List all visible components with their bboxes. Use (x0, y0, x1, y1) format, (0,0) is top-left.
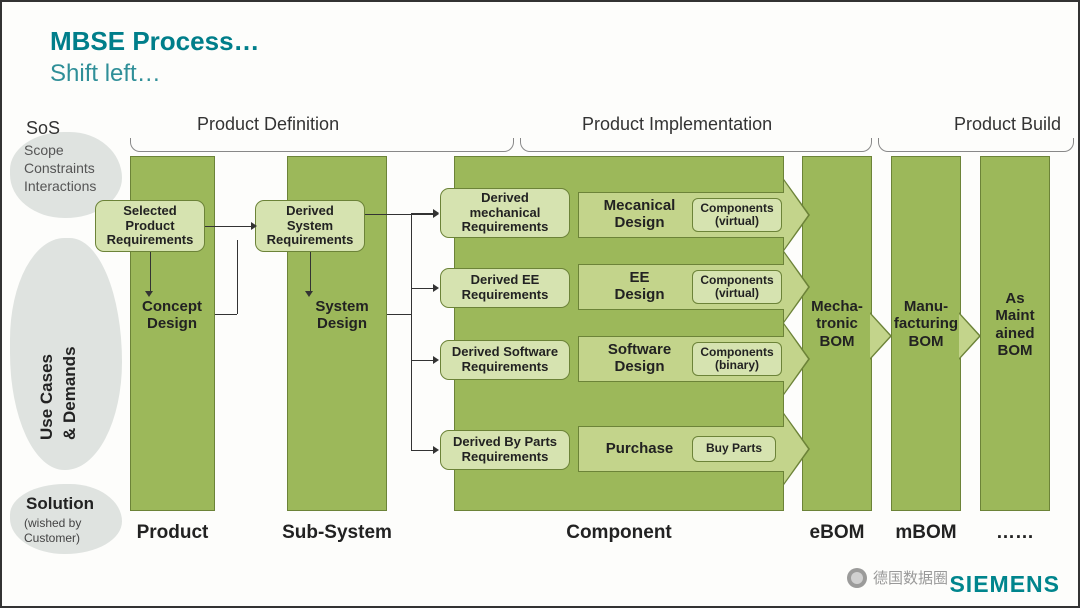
label-system-design: System Design (302, 298, 382, 333)
node-selected-requirements: Selected Product Requirements (95, 200, 205, 252)
solution-sub2: Customer) (24, 531, 80, 545)
flow-sys-b1-tri (433, 209, 439, 217)
phase-def-bracket (130, 138, 514, 152)
col-label-component: Component (454, 522, 784, 544)
flow-dsr-down (310, 252, 311, 292)
phase-def: Product Definition (197, 114, 339, 135)
band-buy-head (784, 415, 808, 483)
flow-sys-trunk (411, 213, 412, 450)
node-derived-parts-req: Derived By Parts Requirements (440, 430, 570, 470)
phase-build-bracket (878, 138, 1074, 152)
tag-components-binary: Components (binary) (692, 342, 782, 376)
label-ee-design: EE Design (592, 269, 687, 304)
label-sw-design: Software Design (592, 341, 687, 376)
label-purchase: Purchase (592, 440, 687, 457)
flow-sys-b2-tri (433, 284, 439, 292)
ebom-to-mbom (870, 314, 890, 358)
col-label-product: Product (130, 522, 215, 544)
label-mechatronic-bom: Mecha- tronic BOM (802, 298, 872, 350)
label-concept-design: Concept Design (132, 298, 212, 333)
demands-label: & Demands (60, 346, 80, 440)
usecases-label: Use Cases (37, 354, 57, 440)
flow-sys-b4 (411, 450, 435, 451)
flow-sel-right (205, 226, 253, 227)
solution-sub1: (wished by (24, 516, 81, 530)
col-label-subsystem: Sub-System (272, 522, 402, 544)
node-derived-sw-req: Derived Software Requirements (440, 340, 570, 380)
sos-label: SoS (26, 118, 60, 139)
phase-impl-bracket (520, 138, 872, 152)
flow-sys-b1 (411, 213, 435, 214)
tag-components-virtual-1: Components (virtual) (692, 198, 782, 232)
phase-impl: Product Implementation (582, 114, 772, 135)
flow-sys-b3 (411, 360, 435, 361)
flow-sel-down-tri (145, 291, 153, 297)
flow-concept-right (215, 314, 237, 315)
watermark-text: 德国数据圈 (873, 567, 948, 588)
label-as-maintained-bom: As Maint ained BOM (980, 290, 1050, 359)
node-derived-mech-req: Derived mechanical Requirements (440, 188, 570, 238)
col-label-mbom: mBOM (891, 522, 961, 544)
page-subtitle: Shift left… (50, 60, 161, 88)
phase-build: Product Build (954, 114, 1061, 135)
node-derived-system-req: Derived System Requirements (255, 200, 365, 252)
node-derived-ee-req: Derived EE Requirements (440, 268, 570, 308)
watermark-icon (847, 568, 867, 588)
band-mech-head (784, 181, 808, 249)
col-label-asmaint: …… (980, 522, 1050, 544)
tag-buy-parts: Buy Parts (692, 436, 776, 462)
mbom-to-as (959, 314, 979, 358)
sos-scope: Scope (24, 142, 64, 158)
solution-label: Solution (26, 494, 94, 514)
sos-interactions: Interactions (24, 178, 96, 194)
flow-dsr-down-tri (305, 291, 313, 297)
flow-sys-b2 (411, 288, 435, 289)
label-manufacturing-bom: Manu- facturing BOM (891, 298, 961, 350)
label-mech-design: Mecanical Design (592, 197, 687, 232)
siemens-logo: SIEMENS (949, 571, 1060, 598)
flow-sel-down (150, 252, 151, 292)
sos-constraints: Constraints (24, 160, 95, 176)
flow-sys-b3-tri (433, 356, 439, 364)
flow-sel-right-tri (251, 222, 257, 230)
col-label-ebom: eBOM (802, 522, 872, 544)
flow-sys-b4-tri (433, 446, 439, 454)
flow-sys-right (387, 314, 411, 315)
flow-concept-up (237, 240, 238, 314)
watermark: 德国数据圈 (847, 567, 948, 588)
page-title: MBSE Process… (50, 26, 260, 57)
tag-components-virtual-2: Components (virtual) (692, 270, 782, 304)
